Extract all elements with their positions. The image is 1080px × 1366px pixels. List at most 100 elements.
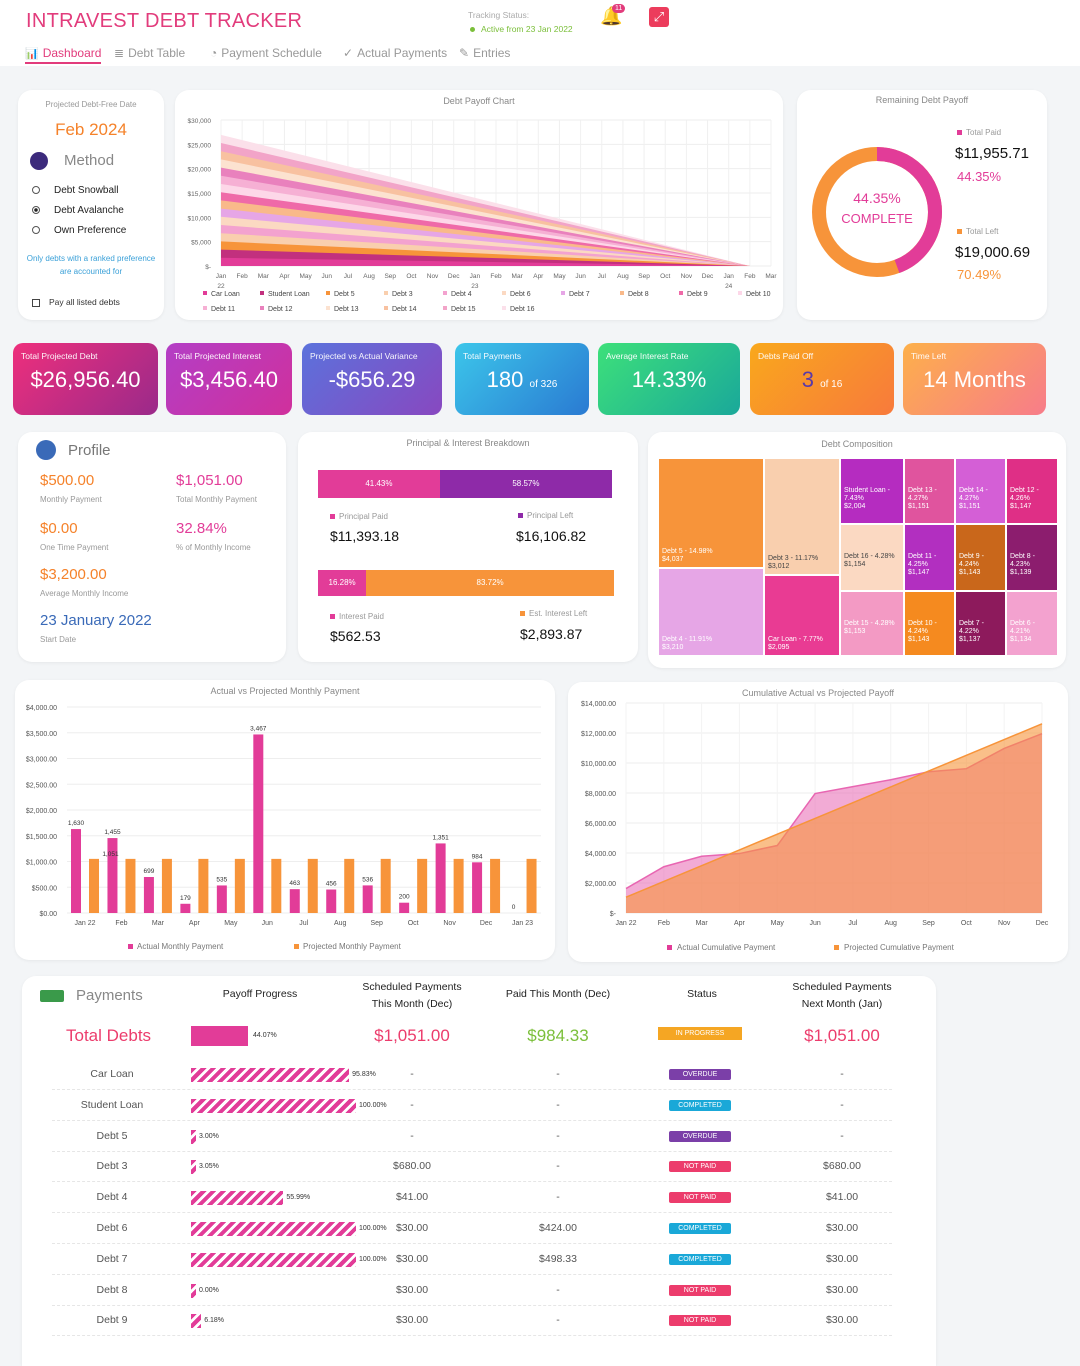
- table-row: Debt 5 3.00% - - OVERDUE -: [52, 1122, 892, 1152]
- svg-text:Debt 4: Debt 4: [451, 291, 472, 298]
- svg-text:Actual Cumulative Payment: Actual Cumulative Payment: [677, 943, 776, 952]
- row-status: NOT PAID: [669, 1313, 731, 1327]
- row-scheduled: -: [410, 1068, 414, 1080]
- avg-income: $3,200.00: [40, 566, 107, 583]
- y-tick: $1,500.00: [26, 834, 57, 841]
- svg-text:Debt 16: Debt 16: [510, 306, 535, 313]
- row-progress-pct: 3.00%: [199, 1132, 219, 1140]
- row-next: -: [840, 1068, 844, 1080]
- y-tick: $10,000.00: [581, 761, 616, 768]
- x-tick: Feb: [490, 273, 502, 280]
- debt-payoff-chart-card: Debt Payoff Chart $30,000 $25,000 $20,000 $…: [175, 90, 783, 320]
- principal-paid-label: Principal Paid: [330, 512, 388, 521]
- pay-all-checkbox[interactable]: Pay all listed debts: [32, 297, 120, 307]
- tab-actual-payments[interactable]: ✓ Actual Payments: [343, 46, 448, 60]
- cumulative-chart-title: Cumulative Actual vs Projected Payoff: [742, 688, 894, 698]
- edit-icon: ✎: [459, 46, 470, 60]
- x-tick: Apr: [533, 273, 544, 280]
- x-tick: Jan 22: [615, 920, 636, 927]
- interest-paid-value: $562.53: [330, 628, 381, 644]
- radio-icon: [32, 226, 40, 235]
- projected-bar: [161, 858, 172, 913]
- row-scheduled: $41.00: [395, 1191, 429, 1204]
- actual-bar: [435, 843, 446, 913]
- x-tick: May: [224, 920, 238, 927]
- radio-icon: [32, 186, 40, 195]
- total-status-badge: IN PROGRESS: [658, 1027, 742, 1040]
- svg-text:Debt 14: Debt 14: [392, 306, 417, 313]
- clock-icon: ◔: [210, 46, 218, 60]
- row-progress-bar: [191, 1160, 197, 1175]
- principal-paid-value: $11,393.18: [330, 528, 400, 544]
- projected-area: [626, 723, 1042, 913]
- row-next: -: [840, 1129, 844, 1142]
- svg-text:Debt 10: Debt 10: [746, 291, 771, 298]
- remaining-debt-card: Remaining Debt Payoff 44.35% COMPLETE To…: [797, 90, 1047, 320]
- projected-bar: [417, 858, 428, 913]
- legend-projected: Projected Monthly Payment: [294, 942, 402, 951]
- expand-icon[interactable]: ⤢: [649, 7, 669, 27]
- x-tick: Nov: [681, 273, 693, 280]
- x-tick: Mar: [512, 273, 524, 280]
- svg-text:Debt 9: Debt 9: [687, 291, 708, 298]
- treemap-cell: Car Loan - 7.77% $2,095: [764, 575, 840, 656]
- legend-item: Debt 11: [203, 306, 235, 313]
- composition-treemap: Debt 5 - 14.98% $4,037 Debt 4 - 11.91% $3,2…: [658, 458, 1058, 656]
- svg-text:Projected Monthly Payment: Projected Monthly Payment: [303, 942, 402, 951]
- row-scheduled: $30.00: [395, 1283, 429, 1296]
- legend-item: Debt 16: [502, 306, 535, 313]
- x-tick: Jun: [322, 273, 333, 280]
- row-scheduled: $30.00: [395, 1314, 429, 1327]
- treemap-cell: Debt 14 - 4.27% $1,151: [955, 458, 1006, 524]
- method-option-own-preference[interactable]: Own Preference: [32, 225, 126, 236]
- x-tick: Sep: [370, 920, 383, 927]
- profile-title: Profile: [68, 442, 111, 459]
- tab-payment-schedule[interactable]: ◔ Payment Schedule: [210, 46, 322, 60]
- projected-bar: [380, 858, 391, 913]
- data-label: 1,455: [104, 829, 121, 836]
- monthly-payment-label: Monthly Payment: [40, 495, 102, 504]
- svg-text:Debt 13: Debt 13: [334, 306, 359, 313]
- projected-bar: [490, 858, 501, 913]
- legend-projected: Projected Cumulative Payment: [834, 943, 955, 952]
- tab-entries[interactable]: ✎ Entries: [459, 46, 511, 60]
- top-bar: INTRAVEST DEBT TRACKER Tracking Status: …: [0, 0, 1080, 66]
- method-option-debt-avalanche[interactable]: Debt Avalanche: [32, 205, 124, 216]
- principal-left-pct: 58.57%: [512, 479, 540, 488]
- bell-icon[interactable]: 🔔 11: [600, 4, 626, 27]
- x-tick: Feb: [237, 273, 249, 280]
- total-paid-label: Total Paid: [957, 128, 1001, 137]
- x-tick: Oct: [406, 273, 416, 280]
- row-scheduled: -: [410, 1129, 414, 1142]
- row-name: Debt 8: [96, 1283, 128, 1296]
- pct-income-label: % of Monthly Income: [176, 543, 251, 552]
- tab-debt-table[interactable]: ≣ Debt Table: [114, 46, 186, 60]
- x-tick: Aug: [363, 273, 375, 280]
- projected-area-line: [625, 723, 1043, 898]
- row-paid: -: [556, 1129, 560, 1142]
- svg-text:Debt 12: Debt 12: [268, 306, 293, 313]
- one-time-payment: $0.00: [40, 520, 78, 537]
- method-option-debt-snowball[interactable]: Debt Snowball: [32, 185, 118, 196]
- svg-text:Debt 5: Debt 5: [334, 291, 355, 298]
- x-tick: Sep: [922, 920, 935, 927]
- x-tick: May: [299, 273, 312, 280]
- data-label: 1,051: [102, 851, 119, 858]
- tab-dashboard[interactable]: 📊 Dashboard: [25, 46, 102, 64]
- total-paid-pct: 44.35%: [957, 169, 1002, 184]
- avg-income-label: Average Monthly Income: [40, 589, 129, 598]
- money-icon: [40, 990, 64, 1002]
- total-left-value: $19,000.69: [955, 244, 1031, 261]
- projected-bar: [307, 858, 318, 913]
- row-progress-pct: 100.00%: [359, 1255, 387, 1263]
- svg-text:Projected Cumulative Payment: Projected Cumulative Payment: [844, 943, 955, 952]
- x-tick: Dec: [702, 273, 714, 280]
- row-progress-pct: 100.00%: [359, 1101, 387, 1109]
- table-row: Debt 6 100.00% $30.00 $424.00 COMPLETED …: [52, 1214, 892, 1244]
- y-tick: $12,000.00: [581, 731, 616, 738]
- treemap-cell: Debt 5 - 14.98% $4,037: [658, 458, 764, 568]
- row-paid: -: [556, 1098, 560, 1111]
- row-name: Debt 6: [96, 1222, 128, 1234]
- x-tick: Jul: [848, 920, 857, 927]
- row-status: COMPLETED: [669, 1221, 731, 1234]
